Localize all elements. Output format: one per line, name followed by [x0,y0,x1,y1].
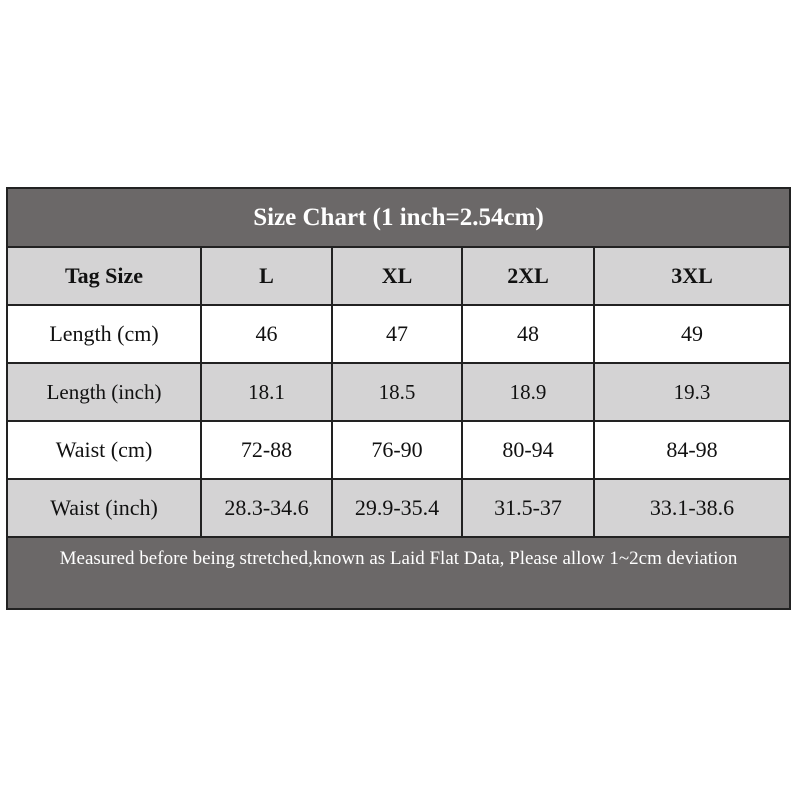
table-cell: 72-88 [202,422,333,478]
table-cell: 47 [333,306,463,362]
table-cell: 76-90 [333,422,463,478]
header-row: Tag Size L XL 2XL 3XL [8,248,789,306]
header-cell: XL [333,248,463,304]
table-cell: 80-94 [463,422,595,478]
table-row: Waist (cm) 72-88 76-90 80-94 84-98 [8,422,789,480]
table-cell: 46 [202,306,333,362]
row-label: Waist (cm) [8,422,202,478]
table-cell: 48 [463,306,595,362]
size-chart-table: Size Chart (1 inch=2.54cm) Tag Size L XL… [6,187,791,610]
row-label: Waist (inch) [8,480,202,536]
table-cell: 19.3 [673,379,711,404]
row-label: Length (cm) [8,306,202,362]
table-title: Size Chart (1 inch=2.54cm) [8,189,789,248]
header-cell: 2XL [463,248,595,304]
table-cell: 84-98 [666,437,718,462]
header-cell: 3XL [671,263,713,288]
table-cell: 28.3-34.6 [202,480,333,536]
footer-note: Measured before being stretched,known as… [8,538,789,608]
header-cell: L [202,248,333,304]
header-cell: Tag Size [8,248,202,304]
table-cell: 29.9-35.4 [333,480,463,536]
table-cell: 49 [681,321,703,346]
table-row: Length (cm) 46 47 48 49 [8,306,789,364]
table-cell: 18.5 [333,364,463,420]
table-cell: 31.5-37 [463,480,595,536]
table-cell: 18.9 [463,364,595,420]
table-row: Waist (inch) 28.3-34.6 29.9-35.4 31.5-37… [8,480,789,538]
table-cell: 33.1-38.6 [649,495,735,520]
table-row: Length (inch) 18.1 18.5 18.9 19.3 [8,364,789,422]
row-label: Length (inch) [8,364,202,420]
table-cell: 18.1 [202,364,333,420]
